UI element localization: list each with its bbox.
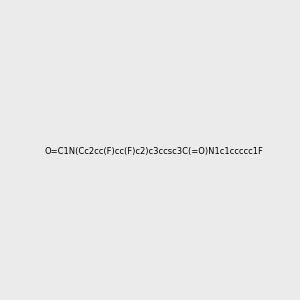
Text: O=C1N(Cc2cc(F)cc(F)c2)c3ccsc3C(=O)N1c1ccccc1F: O=C1N(Cc2cc(F)cc(F)c2)c3ccsc3C(=O)N1c1cc…: [44, 147, 263, 156]
